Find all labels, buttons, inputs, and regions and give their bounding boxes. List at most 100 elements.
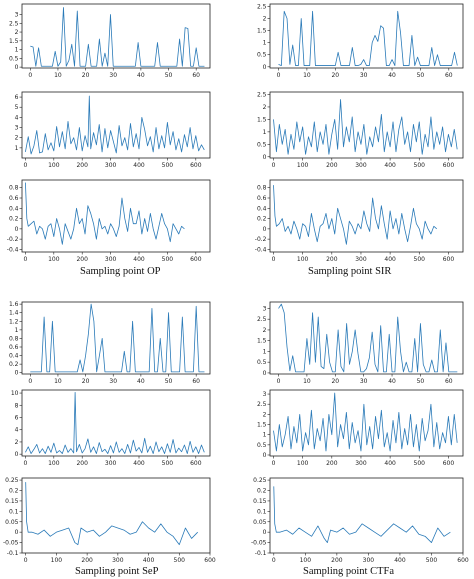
x-tick-label: 600 bbox=[190, 460, 202, 467]
y-tick-label: 1 bbox=[15, 327, 19, 334]
y-tick-label: 5 bbox=[15, 104, 19, 111]
series-line bbox=[30, 7, 205, 67]
y-tick-label: 2 bbox=[263, 104, 267, 111]
y-tick-label: 0.4 bbox=[9, 353, 19, 360]
plot-frame bbox=[21, 91, 211, 159]
y-tick-label: 0.6 bbox=[257, 195, 267, 202]
y-tick-label: 0.8 bbox=[9, 185, 19, 192]
series-line bbox=[273, 486, 451, 543]
x-tick-label: 500 bbox=[162, 162, 174, 169]
x-tick-label: 0 bbox=[28, 72, 32, 79]
x-tick-label: 500 bbox=[414, 460, 426, 467]
y-tick-label: 1.5 bbox=[9, 38, 19, 45]
chart-ctfa-1: 0 10 20 30 40 50 60 0 0.5 1 1.5 2 2.5 3 bbox=[257, 301, 464, 385]
x-tick-label: 20 bbox=[331, 378, 339, 385]
y-tick-label: 10 bbox=[11, 390, 19, 397]
y-tick-label: 0.4 bbox=[257, 205, 267, 212]
x-tick-label: 0 bbox=[272, 557, 276, 564]
y-tick-label: 1.5 bbox=[257, 422, 267, 429]
caption-sep: Sampling point SeP bbox=[75, 566, 159, 577]
x-tick-label: 0 bbox=[23, 162, 27, 169]
x-tick-label: 300 bbox=[363, 557, 375, 564]
y-tick-label: 0.2 bbox=[9, 216, 19, 223]
plot-frame bbox=[269, 477, 464, 554]
caption-sir: Sampling point SIR bbox=[308, 266, 391, 277]
x-tick-label: 400 bbox=[133, 460, 145, 467]
plot-frame bbox=[21, 3, 211, 69]
y-tick-label: -0.1 bbox=[255, 550, 267, 557]
y-tick-label: 3 bbox=[263, 391, 267, 398]
chart-ctfa-2: 0 100 200 300 400 500 600 0 0.5 1 1.5 2 2.5 3 bbox=[257, 389, 464, 467]
x-tick-label: 100 bbox=[300, 557, 312, 564]
y-tick-label: -0.1 bbox=[7, 550, 19, 557]
plot-frame bbox=[21, 389, 211, 457]
x-tick-label: 100 bbox=[297, 460, 309, 467]
x-tick-label: 300 bbox=[355, 460, 367, 467]
x-tick-label: 10 bbox=[303, 378, 311, 385]
y-tick-label: 1.2 bbox=[9, 318, 19, 325]
x-tick-label: 400 bbox=[384, 256, 396, 263]
x-tick-label: 500 bbox=[414, 256, 426, 263]
x-tick-label: 60 bbox=[445, 378, 453, 385]
y-tick-label: 6 bbox=[15, 415, 19, 422]
y-tick-label: 0.8 bbox=[9, 335, 19, 342]
y-tick-label: 0.5 bbox=[257, 442, 267, 449]
y-tick-label: 2 bbox=[263, 15, 267, 22]
x-tick-label: 400 bbox=[384, 162, 396, 169]
y-tick-label: 0 bbox=[263, 529, 267, 536]
y-tick-label: 2.5 bbox=[257, 401, 267, 408]
x-tick-label: 30 bbox=[109, 378, 117, 385]
y-tick-label: 0.1 bbox=[257, 508, 267, 515]
series-line bbox=[30, 303, 205, 373]
x-tick-label: 300 bbox=[105, 460, 117, 467]
x-tick-label: 0 bbox=[277, 72, 281, 79]
y-tick-label: 2 bbox=[263, 411, 267, 418]
x-tick-label: 600 bbox=[190, 256, 202, 263]
x-tick-label: 500 bbox=[426, 557, 438, 564]
y-tick-label: 8 bbox=[15, 402, 19, 409]
y-tick-label: 0.5 bbox=[257, 141, 267, 148]
chart-op-1: 0 10 20 30 40 50 60 0 0.51 1.5 2 2.53 bbox=[9, 3, 211, 79]
x-tick-label: 30 bbox=[360, 378, 368, 385]
x-tick-label: 100 bbox=[48, 256, 60, 263]
x-tick-label: 100 bbox=[297, 162, 309, 169]
caption-op: Sampling point OP bbox=[80, 266, 161, 277]
y-tick-label: 0.2 bbox=[9, 488, 19, 495]
y-tick-label: 0 bbox=[15, 451, 19, 458]
x-tick-label: 600 bbox=[457, 557, 469, 564]
x-tick-label: 10 bbox=[54, 378, 62, 385]
y-tick-label: 0.5 bbox=[257, 359, 267, 366]
y-tick-label: 2 bbox=[15, 29, 19, 36]
y-tick-label: 0.2 bbox=[257, 488, 267, 495]
x-tick-label: 50 bbox=[417, 72, 425, 79]
plot-frame bbox=[21, 179, 211, 253]
chart-sir-3: 0 100 200 300 400 500 600 -0.4 -0.2 0 0.2 0.4 0.6 0.8 bbox=[255, 179, 464, 263]
x-tick-label: 500 bbox=[414, 162, 426, 169]
series-line bbox=[25, 95, 205, 155]
y-tick-label: 0 bbox=[15, 370, 19, 377]
y-tick-label: -0.4 bbox=[255, 246, 267, 253]
y-tick-label: -0.05 bbox=[251, 540, 267, 547]
y-tick-label: 0.15 bbox=[253, 498, 267, 505]
y-tick-label: 3 bbox=[15, 12, 19, 19]
y-tick-label: 1 bbox=[263, 432, 267, 439]
x-tick-label: 40 bbox=[137, 72, 145, 79]
x-tick-label: 200 bbox=[76, 256, 88, 263]
series-line bbox=[273, 99, 458, 155]
y-tick-label: 0 bbox=[15, 226, 19, 233]
y-tick-label: 6 bbox=[15, 94, 19, 101]
x-tick-label: 500 bbox=[162, 256, 174, 263]
y-tick-label: 0 bbox=[263, 64, 267, 71]
x-tick-label: 60 bbox=[445, 72, 453, 79]
y-tick-label: 4 bbox=[15, 114, 19, 121]
x-tick-label: 200 bbox=[326, 256, 338, 263]
y-tick-label: 3 bbox=[263, 305, 267, 312]
x-tick-label: 400 bbox=[143, 557, 155, 564]
y-tick-label: 0 bbox=[263, 154, 267, 161]
x-tick-label: 20 bbox=[331, 72, 339, 79]
chart-sir-1: 0 10 20 30 40 50 60 0 0.5 1 1.5 2 2.5 bbox=[257, 3, 464, 79]
x-tick-label: 100 bbox=[48, 460, 60, 467]
y-tick-label: -0.2 bbox=[7, 236, 19, 243]
chart-ctfa-3: 0 100 200 300 400 500 600 -0.1 -0.05 0 0.05 0.1 0.15… bbox=[251, 477, 469, 564]
x-tick-label: 200 bbox=[331, 557, 343, 564]
